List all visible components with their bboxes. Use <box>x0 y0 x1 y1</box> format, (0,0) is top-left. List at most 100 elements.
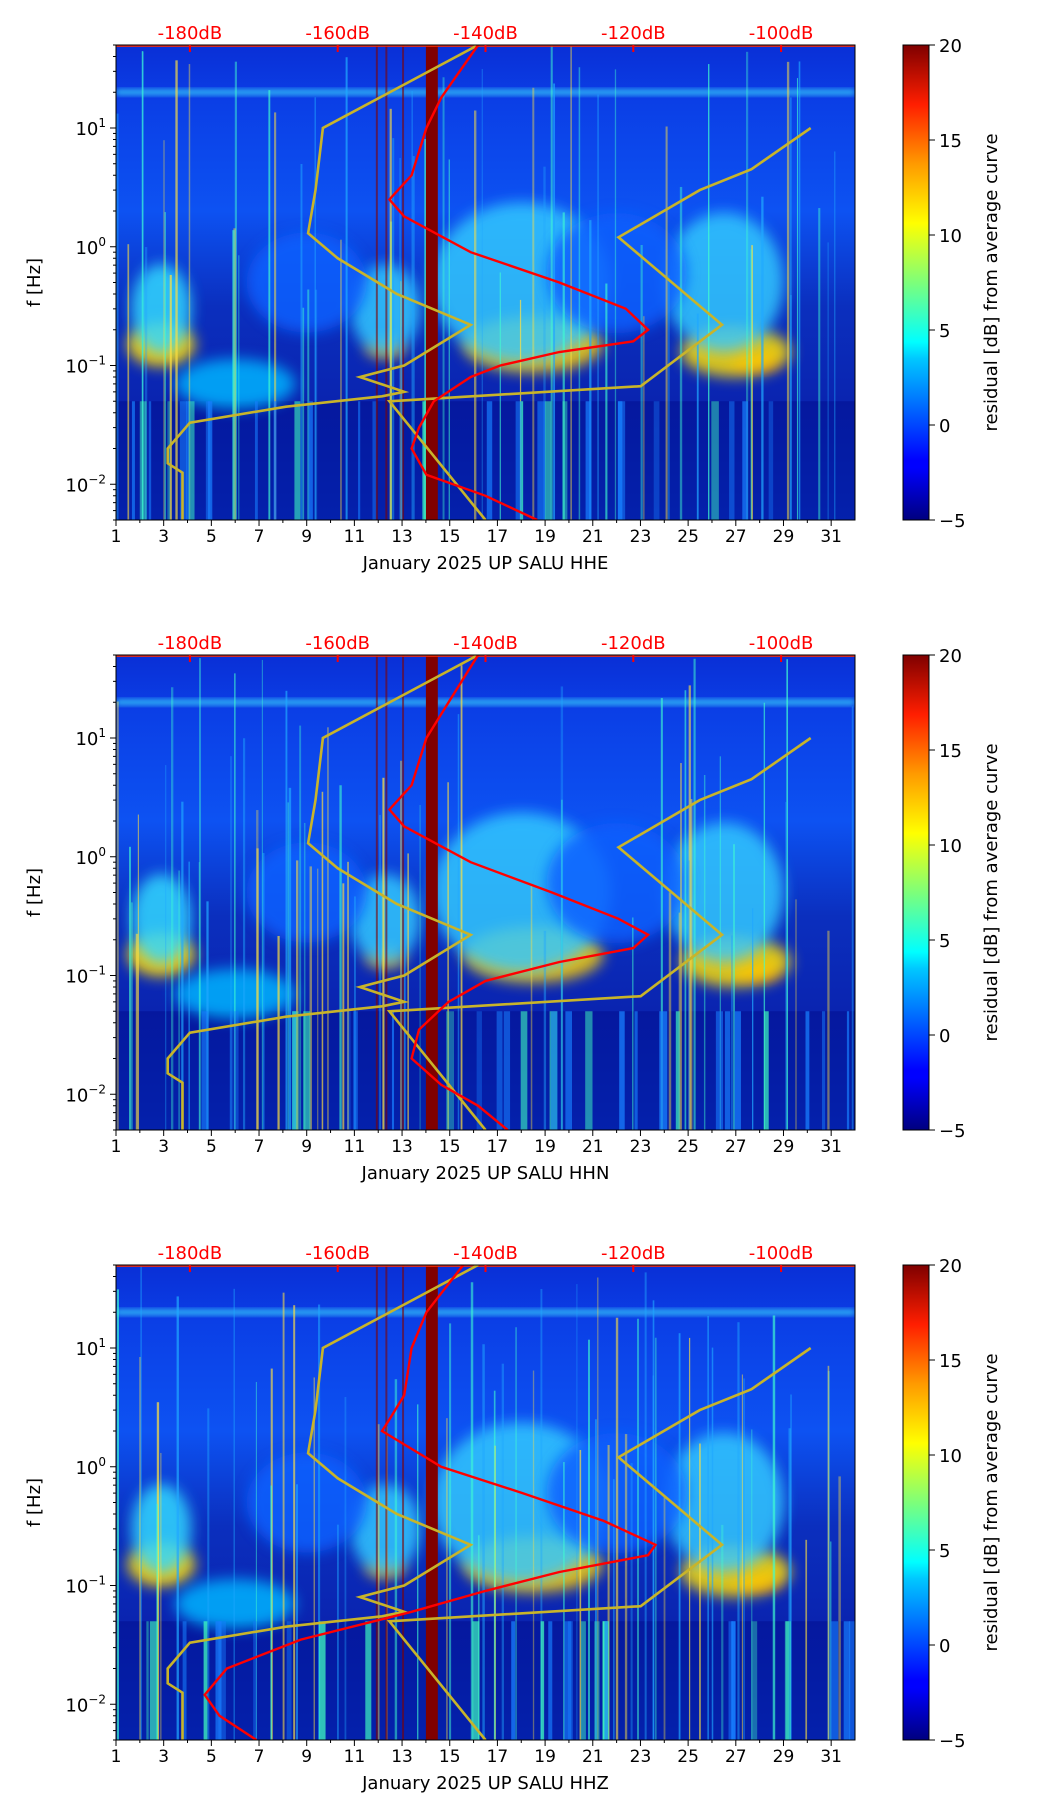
x-tick-label: 29 <box>773 1747 795 1767</box>
transient-streak-58 <box>789 295 792 520</box>
transient-streak-28 <box>624 1434 628 1740</box>
colorbar-tick-label: 0 <box>939 1636 950 1657</box>
lf-burst-21 <box>846 1011 850 1130</box>
transient-streak-2 <box>207 1408 210 1740</box>
x-tick-label: 11 <box>344 1747 366 1767</box>
transient-streak-67 <box>562 212 565 520</box>
transient-streak-58 <box>417 1404 419 1740</box>
transient-streak-30 <box>786 61 790 520</box>
transient-streak-2 <box>399 157 401 520</box>
top-db-label: -100dB <box>749 1243 814 1264</box>
x-tick-label: 7 <box>254 1137 265 1157</box>
lf-burst-29 <box>659 1011 668 1130</box>
lf-burst-3 <box>764 1011 769 1130</box>
transient-streak-60 <box>699 1443 701 1740</box>
transient-streak-21 <box>287 802 289 1130</box>
transient-streak-11 <box>652 1300 655 1740</box>
x-tick-label: 21 <box>582 1137 604 1157</box>
low-noise-model-curve <box>166 655 479 1130</box>
transient-streak-49 <box>141 51 143 520</box>
transient-streak-64 <box>795 899 797 1130</box>
spectrogram-panel-hhe: 1 3 5 7 9 11 13 15 17 19 21 23 25 27 29 3110−210−110010… <box>24 23 1002 574</box>
transient-streak-30 <box>321 791 324 1130</box>
lf-burst-24 <box>446 1011 455 1130</box>
lf-burst-8 <box>653 401 660 520</box>
transient-streak-33 <box>303 822 306 1130</box>
transient-streak-67 <box>501 1363 504 1740</box>
lf-burst-28 <box>294 401 301 520</box>
top-db-label: -100dB <box>749 633 814 654</box>
x-tick-label: 1 <box>111 527 122 547</box>
transient-streak-33 <box>156 1402 160 1740</box>
transient-streak-19 <box>838 1476 841 1740</box>
transient-streak-29 <box>731 935 733 1130</box>
lf-burst-16 <box>318 1621 326 1740</box>
x-tick-label: 19 <box>534 1137 556 1157</box>
transient-streak-69 <box>482 1344 485 1740</box>
transient-streak-33 <box>238 255 240 520</box>
x-tick-label: 27 <box>725 1747 747 1767</box>
lf-burst-9 <box>742 401 749 520</box>
storm-blob-2 <box>131 873 192 964</box>
y-tick-label: 10−1 <box>65 964 106 988</box>
transient-streak-44 <box>751 1429 753 1740</box>
colorbar-tick-label: 20 <box>939 36 962 57</box>
colorbar-tick-label: 5 <box>939 931 950 952</box>
transient-streak-24 <box>595 1419 597 1740</box>
x-tick-label: 25 <box>677 1137 699 1157</box>
top-db-label: -120dB <box>601 23 666 44</box>
transient-streak-50 <box>392 138 395 520</box>
transient-streak-64 <box>394 1379 398 1740</box>
colorbar-tick-label: −5 <box>939 511 966 532</box>
transient-streak-0 <box>116 113 119 520</box>
spectrogram-panel-hhz: 1 3 5 7 9 11 13 15 17 19 21 23 25 27 29 3110−210−110010… <box>24 1243 1002 1794</box>
transient-streak-51 <box>460 665 463 1130</box>
transient-streak-41 <box>339 785 342 1130</box>
lf-burst-25 <box>604 1621 608 1740</box>
transient-streak-9 <box>163 140 165 520</box>
colorbar-tick-label: 0 <box>939 1026 950 1047</box>
x-tick-label: 7 <box>254 1747 265 1767</box>
y-tick-label: 10−2 <box>65 1082 106 1106</box>
transient-streak-17 <box>327 727 329 1130</box>
transient-streak-60 <box>614 69 617 520</box>
x-tick-label: 21 <box>582 527 604 547</box>
transient-streak-69 <box>285 690 288 1130</box>
x-tick-label: 17 <box>487 1137 509 1157</box>
lf-burst-15 <box>188 401 195 520</box>
transient-streak-47 <box>665 126 668 520</box>
y-tick-label: 100 <box>75 1455 106 1479</box>
transient-streak-16 <box>637 1318 639 1740</box>
storm-blob-14 <box>175 358 296 409</box>
transient-streak-52 <box>750 249 752 520</box>
transient-streak-23 <box>230 756 232 1130</box>
transient-streak-3 <box>667 275 670 520</box>
storm-blob-11 <box>663 1432 784 1573</box>
colorbar-gradient <box>902 654 930 1131</box>
x-tick-label: 5 <box>206 1137 217 1157</box>
transient-streak-48 <box>772 1315 776 1740</box>
transient-streak-3 <box>786 659 789 1130</box>
transient-streak-41 <box>654 1337 657 1740</box>
transient-streak-14 <box>419 804 421 1130</box>
transient-streak-51 <box>630 1463 633 1740</box>
transient-streak-17 <box>834 151 836 520</box>
lf-burst-10 <box>215 1621 222 1740</box>
top-db-label: -180dB <box>158 1243 223 1264</box>
transient-streak-5 <box>663 1495 666 1740</box>
lf-burst-27 <box>520 1011 528 1130</box>
lf-burst-9 <box>218 1621 226 1740</box>
average-psd-curve <box>387 45 650 520</box>
x-tick-label: 23 <box>630 1137 652 1157</box>
transient-streak-54 <box>796 78 799 520</box>
transient-streak-4 <box>515 1327 517 1740</box>
transient-streak-5 <box>299 725 302 1130</box>
top-db-label: -160dB <box>305 1243 370 1264</box>
transient-streak-35 <box>570 46 572 520</box>
transient-streak-34 <box>256 848 259 1130</box>
transient-streak-17 <box>707 1315 709 1740</box>
transient-streak-10 <box>347 861 349 1130</box>
x-tick-label: 1 <box>111 1747 122 1767</box>
lf-burst-7 <box>148 401 152 520</box>
